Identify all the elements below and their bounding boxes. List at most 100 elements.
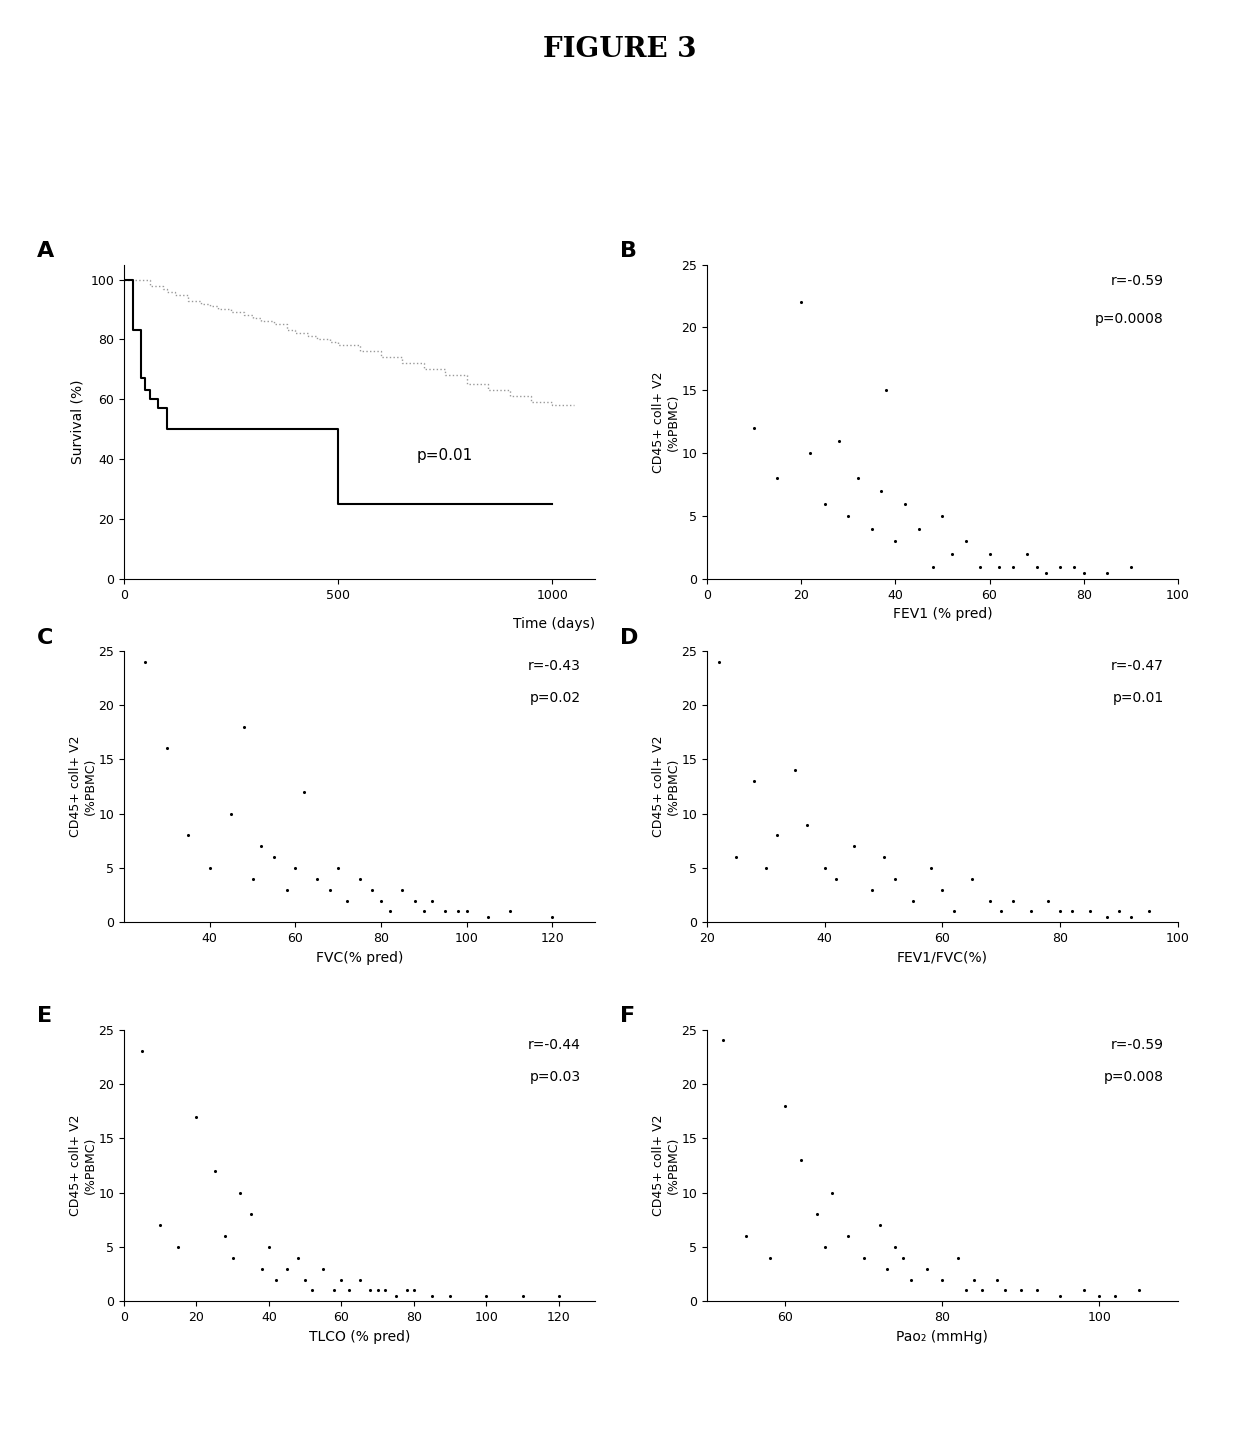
X-axis label: FEV1/FVC(%): FEV1/FVC(%)	[897, 951, 988, 965]
Point	[893, 1247, 913, 1270]
Point	[1003, 555, 1023, 578]
Point	[885, 531, 905, 553]
Point	[801, 442, 821, 465]
Point	[873, 845, 893, 868]
Point	[1027, 555, 1047, 578]
Point	[393, 878, 413, 901]
X-axis label: FVC(% pred): FVC(% pred)	[316, 951, 403, 965]
Point	[727, 845, 746, 868]
Point	[325, 1278, 345, 1301]
X-axis label: Pao₂ (mmHg): Pao₂ (mmHg)	[897, 1330, 988, 1344]
Point	[854, 1247, 874, 1270]
Point	[1027, 1278, 1047, 1301]
Point	[513, 1284, 533, 1307]
Point	[476, 1284, 496, 1307]
Text: Time (days): Time (days)	[513, 616, 595, 631]
Point	[186, 1105, 206, 1128]
Point	[1050, 899, 1070, 922]
Point	[862, 518, 882, 541]
Y-axis label: CD45+ coll+ V2
(%PBMC): CD45+ coll+ V2 (%PBMC)	[652, 372, 680, 472]
Text: A: A	[37, 242, 55, 262]
Text: r=-0.47: r=-0.47	[1111, 659, 1164, 672]
Point	[872, 479, 892, 502]
Point	[945, 899, 965, 922]
Point	[862, 878, 882, 901]
Point	[440, 1284, 460, 1307]
Point	[956, 531, 976, 553]
Point	[828, 429, 848, 452]
Text: r=-0.59: r=-0.59	[1111, 275, 1164, 287]
Point	[920, 857, 941, 879]
Point	[756, 857, 776, 879]
Point	[320, 878, 340, 901]
Point	[949, 1247, 968, 1270]
Point	[1105, 1284, 1125, 1307]
Point	[838, 505, 858, 528]
Text: B: B	[620, 242, 637, 262]
Point	[909, 518, 929, 541]
Point	[903, 889, 923, 912]
Point	[768, 824, 787, 847]
Point	[379, 899, 399, 922]
Point	[1074, 562, 1094, 585]
Point	[815, 857, 835, 879]
Point	[901, 1268, 921, 1291]
Point	[404, 1278, 424, 1301]
Point	[223, 1247, 243, 1270]
Point	[990, 555, 1009, 578]
Text: r=-0.44: r=-0.44	[528, 1038, 582, 1051]
Point	[1011, 1278, 1030, 1301]
Text: F: F	[620, 1007, 635, 1027]
Y-axis label: CD45+ coll+ V2
(%PBMC): CD45+ coll+ V2 (%PBMC)	[652, 736, 680, 837]
X-axis label: TLCO (% pred): TLCO (% pred)	[309, 1330, 410, 1344]
Point	[288, 1247, 308, 1270]
Text: r=-0.59: r=-0.59	[1111, 1038, 1164, 1051]
Text: D: D	[620, 628, 639, 648]
Text: p=0.01: p=0.01	[417, 448, 472, 462]
Point	[205, 1160, 224, 1183]
Point	[737, 1224, 756, 1247]
Point	[285, 857, 305, 879]
Point	[992, 899, 1012, 922]
Point	[456, 899, 476, 922]
Point	[987, 1268, 1007, 1291]
Text: p=0.008: p=0.008	[1104, 1070, 1164, 1084]
Point	[1128, 1278, 1148, 1301]
Point	[1074, 1278, 1094, 1301]
Point	[405, 889, 425, 912]
Point	[216, 1224, 236, 1247]
Point	[1109, 899, 1128, 922]
Point	[942, 542, 962, 565]
Point	[549, 1284, 569, 1307]
Point	[252, 835, 272, 858]
Point	[448, 899, 467, 922]
Point	[259, 1236, 279, 1258]
Point	[791, 290, 811, 313]
Point	[885, 868, 905, 891]
Y-axis label: CD45+ coll+ V2
(%PBMC): CD45+ coll+ V2 (%PBMC)	[69, 736, 97, 837]
Point	[331, 1268, 351, 1291]
Point	[135, 651, 155, 674]
Point	[362, 878, 382, 901]
Point	[916, 1257, 936, 1280]
Point	[157, 736, 177, 759]
Point	[234, 715, 254, 738]
Y-axis label: CD45+ coll+ V2
(%PBMC): CD45+ coll+ V2 (%PBMC)	[69, 1115, 97, 1216]
Point	[267, 1268, 286, 1291]
Point	[1064, 555, 1084, 578]
Point	[295, 1268, 315, 1291]
Point	[435, 899, 455, 922]
Point	[150, 1214, 170, 1237]
Point	[744, 769, 764, 792]
Point	[542, 905, 562, 928]
Text: p=0.0008: p=0.0008	[1095, 312, 1164, 326]
Point	[895, 492, 915, 515]
Point	[970, 555, 990, 578]
Point	[500, 899, 520, 922]
Point	[423, 889, 443, 912]
Point	[1021, 899, 1040, 922]
Point	[252, 1257, 272, 1280]
Point	[1121, 555, 1141, 578]
Point	[822, 1181, 842, 1204]
Point	[878, 1257, 898, 1280]
